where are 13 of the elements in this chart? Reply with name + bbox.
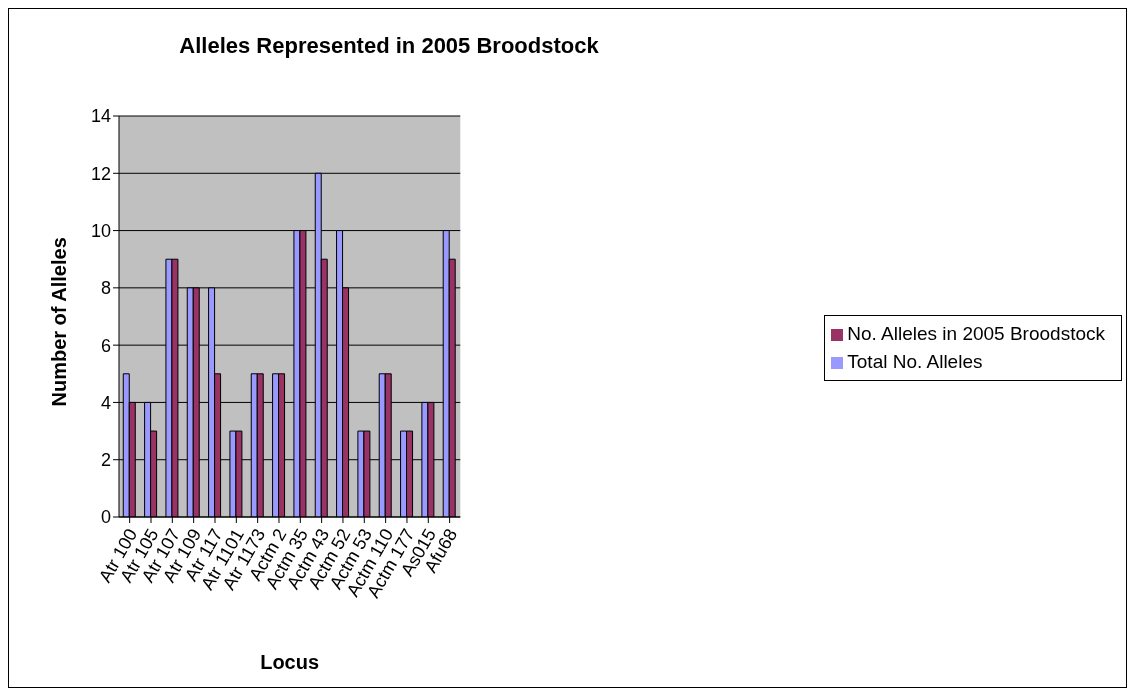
legend-label: Total No. Alleles	[847, 351, 983, 372]
y-tick-label: 2	[100, 450, 111, 471]
legend-label: No. Alleles in 2005 Broodstock	[847, 323, 1105, 344]
x-axis-title: Locus	[260, 651, 320, 673]
y-tick-label: 4	[100, 392, 111, 413]
y-tick-label: 0	[100, 507, 111, 528]
y-tick-label: 8	[100, 278, 111, 299]
y-tick-label: 14	[90, 106, 111, 127]
chart-title: Alleles Represented in 2005 Broodstock	[178, 33, 600, 59]
y-axis-title: Number of Alleles	[48, 237, 71, 407]
y-tick-label: 10	[90, 220, 111, 241]
y-tick-label: 12	[90, 163, 111, 184]
y-tick-label: 6	[100, 335, 111, 356]
